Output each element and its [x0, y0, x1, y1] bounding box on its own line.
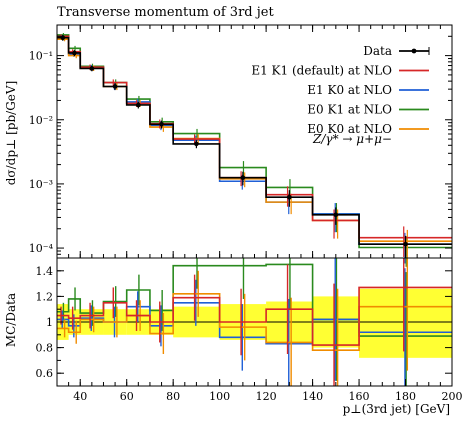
y-tick-label: 10⁻³ [29, 178, 53, 191]
y-axis-label-ratio: MC/Data [4, 293, 18, 347]
series-e0-k0-at-nlo-ratio [57, 293, 452, 351]
ratio-y-tick-label: 0.8 [36, 342, 54, 355]
x-tick-label: 100 [209, 390, 230, 403]
process-annotation: Z/γ* → μ+μ− [312, 132, 392, 146]
x-tick-label: 180 [395, 390, 416, 403]
data-point [112, 84, 118, 89]
legend-label: E0 K1 at NLO [307, 103, 392, 117]
x-tick-label: 60 [120, 390, 134, 403]
ratio-y-tick-label: 1.4 [36, 265, 54, 278]
data-point [159, 121, 164, 127]
x-tick-label: 200 [442, 390, 463, 403]
data-point [194, 141, 199, 147]
legend: Data E1 K1 (default) at NLO E1 K0 at NLO E0… [251, 44, 430, 136]
legend-marker [411, 48, 417, 54]
ratio-y-tick-label: 1.2 [36, 290, 54, 303]
y-tick-label: 10⁻² [29, 114, 53, 127]
legend-label: Data [363, 44, 392, 58]
main-panel: 10⁻¹ 10⁻² 10⁻³ 10⁻⁴ [29, 24, 453, 267]
chart-title: Transverse momentum of 3rd jet [57, 5, 274, 20]
ratio-y-tick-label: 0.6 [36, 367, 54, 380]
x-tick-label: 160 [349, 390, 370, 403]
x-axis-label: p⊥(3rd jet) [GeV] [343, 402, 450, 416]
data-point [240, 175, 246, 180]
y-tick-label: 10⁻¹ [29, 50, 53, 63]
data-point [60, 35, 66, 41]
series-e1-k1-default-at-nlo-ratio [57, 286, 452, 346]
x-tick-label: 80 [166, 390, 180, 403]
data-point [333, 212, 339, 218]
data-point [287, 194, 292, 200]
data-point [403, 241, 408, 247]
x-tick-label: 120 [256, 390, 277, 403]
x-tick-label: 140 [302, 390, 323, 403]
legend-label: E0 K0 at NLO [307, 122, 392, 136]
y-tick-label: 10⁻⁴ [29, 242, 54, 255]
legend-label: E1 K0 at NLO [307, 83, 392, 97]
ratio-panel: 0.6 0.8 1 1.2 1.4 40 60 80 100 120 140 160 180 200 [36, 257, 463, 403]
data-point [136, 102, 141, 108]
data-point [89, 66, 95, 71]
ratio-y-tick-label: 1 [46, 316, 53, 329]
x-tick-label: 40 [73, 390, 87, 403]
data-point [72, 50, 77, 56]
legend-label: E1 K1 (default) at NLO [251, 64, 392, 78]
main-frame [56, 24, 453, 259]
y-axis-label-main: dσ/dp⊥ [pb/GeV] [4, 81, 18, 186]
